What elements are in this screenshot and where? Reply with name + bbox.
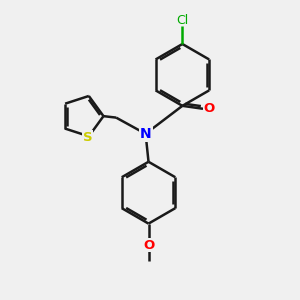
Text: S: S [82,131,92,144]
Text: Cl: Cl [176,14,188,27]
Text: O: O [143,238,154,252]
Text: N: N [140,127,152,141]
Text: O: O [204,102,215,115]
